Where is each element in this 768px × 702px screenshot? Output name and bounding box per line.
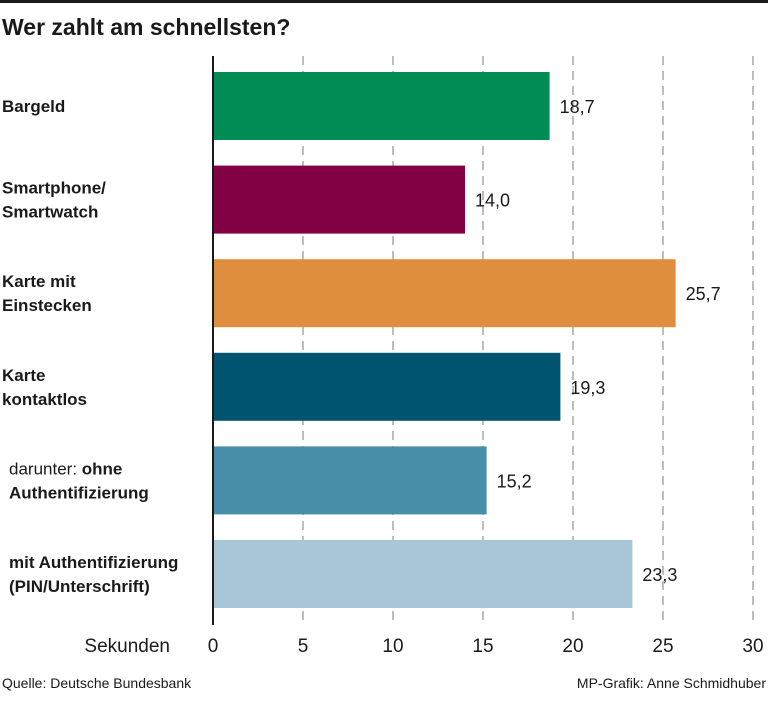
bars [214,72,676,608]
x-tick-label: 5 [298,636,309,657]
bar [214,446,487,515]
bar [214,352,561,421]
bar [214,72,550,140]
category-labels: Bargeld Smartphone/Smartwatch Karte mit Ein… [2,97,178,596]
chart-title: Wer zahlt am schnellsten? [2,14,291,40]
grid [212,56,754,625]
source-note: Quelle: Deutsche Bundesbank [2,675,192,691]
top-rule [0,0,768,3]
value-labels: 18,7 14,0 25,7 19,3 15,2 23,3 [475,97,721,585]
category-label: Karte mit Einstecken [2,272,92,315]
value-label: 14,0 [475,191,510,211]
bar [214,165,465,234]
x-tick-label: 30 [742,636,763,657]
x-tick-label: 0 [208,636,219,657]
x-tick-label: 10 [382,636,403,657]
x-axis: 0 5 10 15 20 25 30 Sekunden [84,636,763,657]
value-label: 18,7 [560,97,595,117]
credit-note: MP-Grafik: Anne Schmidhuber [576,675,766,691]
x-tick-label: 20 [562,636,583,657]
category-label: Karte kontaktlos [2,366,87,409]
value-label: 23,3 [642,565,677,585]
x-tick-label: 25 [652,636,673,657]
bar [214,540,633,608]
value-label: 25,7 [686,284,721,304]
category-label: darunter: ohne Authentifizierung [9,459,149,502]
x-tick-label: 15 [472,636,493,657]
x-axis-title: Sekunden [84,636,170,657]
bar [214,259,676,328]
category-label: Bargeld [2,97,65,116]
category-label: mit Authentifizierung (PIN/Unterschrift) [9,553,178,596]
category-label: Smartphone/Smartwatch [2,179,106,222]
value-label: 15,2 [497,471,532,491]
value-label: 19,3 [570,378,605,398]
